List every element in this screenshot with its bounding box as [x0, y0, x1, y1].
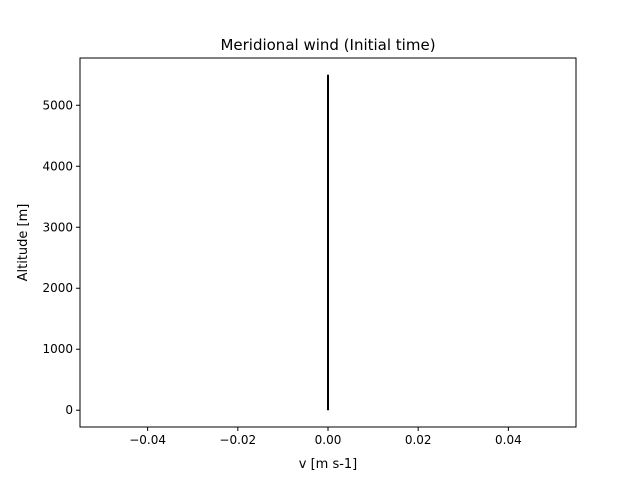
chart-title: Meridional wind (Initial time): [220, 36, 435, 54]
x-tick-label: −0.04: [129, 433, 166, 447]
y-tick-label: 2000: [42, 281, 73, 295]
y-tick-label: 0: [65, 403, 73, 417]
x-tick-label: 0.04: [495, 433, 522, 447]
y-axis-label: Altitude [m]: [16, 204, 31, 282]
x-tick-label: −0.02: [219, 433, 256, 447]
y-tick-label: 5000: [42, 98, 73, 112]
y-tick-label: 4000: [42, 159, 73, 173]
x-axis-label: v [m s-1]: [299, 457, 358, 472]
y-tick-label: 1000: [42, 342, 73, 356]
x-tick-label: 0.02: [405, 433, 432, 447]
y-axis: 0 1000 2000 3000 4000 5000: [42, 98, 80, 417]
x-axis: −0.04 −0.02 0.00 0.02 0.04: [129, 427, 522, 447]
y-tick-label: 3000: [42, 220, 73, 234]
x-tick-label: 0.00: [315, 433, 342, 447]
